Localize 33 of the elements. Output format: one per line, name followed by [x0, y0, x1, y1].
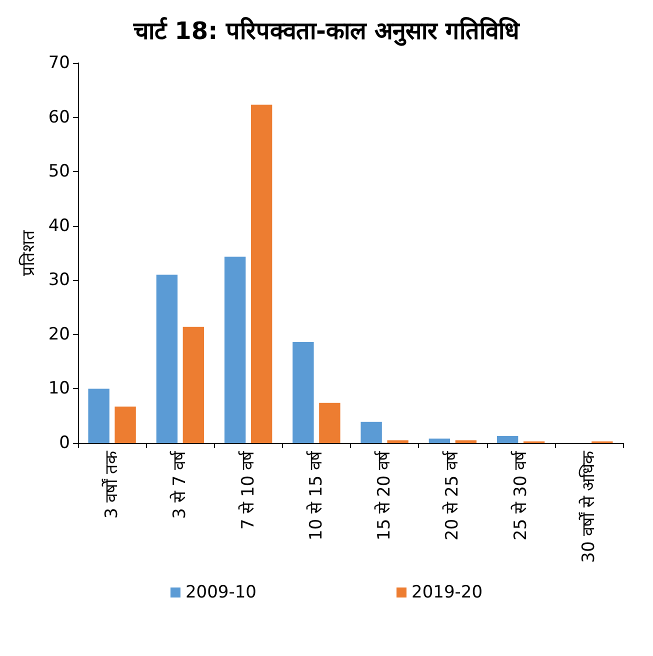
x-tick-label: 20 से 25 वर्ष	[442, 450, 463, 540]
bar	[360, 422, 382, 443]
bar	[496, 436, 518, 443]
bar	[455, 440, 477, 443]
y-tick-label: 0	[59, 433, 70, 453]
x-tick-label: 15 से 20 वर्ष	[374, 450, 395, 540]
x-tick-label: 25 से 30 वर्ष	[510, 450, 531, 540]
legend-label: 2019-20	[412, 582, 483, 602]
bar	[250, 104, 272, 443]
chart-title: चार्ट 18: परिपक्वता-काल अनुसार गतिविधि	[132, 17, 521, 46]
y-tick-label: 10	[48, 378, 70, 399]
y-tick-label: 20	[48, 324, 70, 344]
bar	[156, 274, 178, 443]
y-axis-title: प्रतिशत	[18, 230, 39, 276]
bar	[428, 438, 450, 443]
x-tick-label: 3 वर्षों तक	[101, 450, 122, 519]
y-tick-label: 70	[48, 53, 70, 73]
legend-label: 2009-10	[185, 582, 256, 602]
x-tick-label: 30 वर्षों से अधिक	[578, 450, 599, 563]
y-tick-label: 40	[48, 216, 70, 236]
bar	[88, 388, 110, 443]
y-tick-label: 50	[48, 162, 70, 182]
bar	[319, 402, 340, 443]
bar	[224, 256, 246, 443]
x-tick-label: 3 से 7 वर्ष	[169, 450, 190, 519]
x-tick-label: 7 से 10 वर्ष	[237, 450, 258, 530]
x-tick-label: 10 से 15 वर्ष	[305, 450, 326, 540]
bar	[182, 326, 204, 443]
bar	[292, 342, 314, 443]
bar	[387, 440, 408, 443]
y-tick-label: 60	[48, 107, 70, 128]
bar	[114, 406, 136, 443]
y-tick-label: 30	[48, 270, 70, 290]
